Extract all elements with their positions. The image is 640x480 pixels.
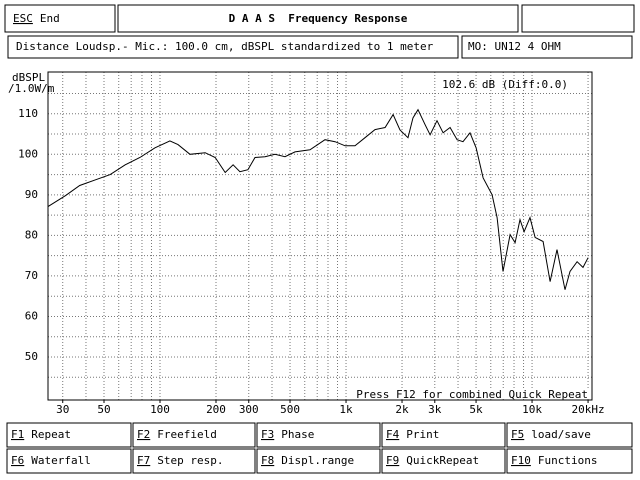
annotation-top: 102.6 dB (Diff:0.0) <box>442 78 568 91</box>
response-curve <box>47 108 589 290</box>
x-tick-label: 100 <box>150 403 170 416</box>
y-tick-label: 80 <box>25 228 38 241</box>
x-tick-label: 200 <box>206 403 226 416</box>
function-key[interactable]: F4 Print <box>386 428 439 441</box>
function-key-box[interactable] <box>506 448 633 474</box>
function-key[interactable]: F5 load/save <box>511 428 591 441</box>
x-tick-label: 1k <box>339 403 353 416</box>
function-key[interactable]: F10 Functions <box>511 454 597 467</box>
function-key-box[interactable] <box>256 422 381 448</box>
esc-label[interactable]: End <box>40 12 60 25</box>
function-key-box[interactable] <box>6 422 132 448</box>
y-tick-label: 60 <box>25 309 38 322</box>
function-key-id[interactable]: F6 <box>11 454 24 467</box>
x-tick-label: 300 <box>239 403 259 416</box>
function-key-label[interactable]: Freefield <box>157 428 217 441</box>
function-key[interactable]: F7 Step resp. <box>137 454 223 467</box>
title: D A A S Frequency Response <box>229 12 408 25</box>
model-info: MO: UN12 4 OHM <box>468 40 561 53</box>
function-key-label[interactable]: QuickRepeat <box>406 454 479 467</box>
function-key-box[interactable] <box>6 448 132 474</box>
model-box <box>461 35 633 59</box>
function-key[interactable]: F1 Repeat <box>11 428 71 441</box>
function-key-label[interactable]: Step resp. <box>157 454 223 467</box>
y-axis-label: /1.0W/m <box>8 82 55 95</box>
title-box <box>117 4 519 33</box>
x-tick-label: 500 <box>280 403 300 416</box>
function-key-box[interactable] <box>506 422 633 448</box>
function-key[interactable]: F3 Phase <box>261 428 314 441</box>
x-tick-label: 50 <box>97 403 110 416</box>
function-keys: F1 Repeat F2 Freefield F3 Phase F4 Print F5 load/… <box>6 422 633 474</box>
function-key-box[interactable] <box>256 448 381 474</box>
y-tick-label: 100 <box>18 147 38 160</box>
measurement-info: Distance Loudsp.- Mic.: 100.0 cm, dBSPL … <box>16 40 434 53</box>
y-tick-label: 110 <box>18 107 38 120</box>
function-key[interactable]: F9 QuickRepeat <box>386 454 479 467</box>
y-tick-label: 90 <box>25 188 38 201</box>
x-tick-label: 2k <box>395 403 409 416</box>
y-tick-label: 50 <box>25 350 38 363</box>
x-tick-label: 30 <box>56 403 69 416</box>
function-key-id[interactable]: F5 <box>511 428 524 441</box>
esc-box[interactable] <box>4 4 116 33</box>
function-key-id[interactable]: F7 <box>137 454 150 467</box>
function-key-id[interactable]: F9 <box>386 454 399 467</box>
function-key-label[interactable]: Functions <box>538 454 598 467</box>
function-key-label[interactable]: Waterfall <box>31 454 91 467</box>
function-key-id[interactable]: F1 <box>11 428 24 441</box>
esc-button[interactable]: ESC End <box>13 12 60 25</box>
annotation-bg <box>378 389 590 399</box>
y-axis-label: dBSPL <box>12 71 45 84</box>
function-key-box[interactable] <box>381 448 506 474</box>
function-key-box[interactable] <box>381 422 506 448</box>
x-tick-label: 5k <box>469 403 483 416</box>
function-key-label[interactable]: Print <box>406 428 439 441</box>
function-key-id[interactable]: F10 <box>511 454 531 467</box>
annotation-bottom: Press F12 for combined Quick Repeat <box>356 388 588 401</box>
function-key-box[interactable] <box>132 448 256 474</box>
function-key-id[interactable]: F2 <box>137 428 150 441</box>
esc-key[interactable]: ESC <box>13 12 33 25</box>
chart: 50 60 70 80 90 100 110 30 50 100 200 300 500 1k 2k 3k 5k… <box>8 71 605 416</box>
x-tick-label: 10k <box>522 403 542 416</box>
y-tick-label: 70 <box>25 269 38 282</box>
function-key-id[interactable]: F8 <box>261 454 274 467</box>
x-tick-label: 20kHz <box>571 403 604 416</box>
function-key-label[interactable]: load/save <box>531 428 591 441</box>
function-key-label[interactable]: Repeat <box>31 428 71 441</box>
info-box <box>7 35 459 59</box>
right-box <box>521 4 635 33</box>
function-key[interactable]: F6 Waterfall <box>11 454 91 467</box>
function-key-id[interactable]: F4 <box>386 428 400 441</box>
function-key-box[interactable] <box>132 422 256 448</box>
function-key-label[interactable]: Phase <box>281 428 314 441</box>
function-key-id[interactable]: F3 <box>261 428 274 441</box>
function-key[interactable]: F8 Displ.range <box>261 454 354 467</box>
function-key[interactable]: F2 Freefield <box>137 428 217 441</box>
function-key-label[interactable]: Displ.range <box>281 454 354 467</box>
x-tick-label: 3k <box>428 403 442 416</box>
plot-frame <box>47 71 593 401</box>
